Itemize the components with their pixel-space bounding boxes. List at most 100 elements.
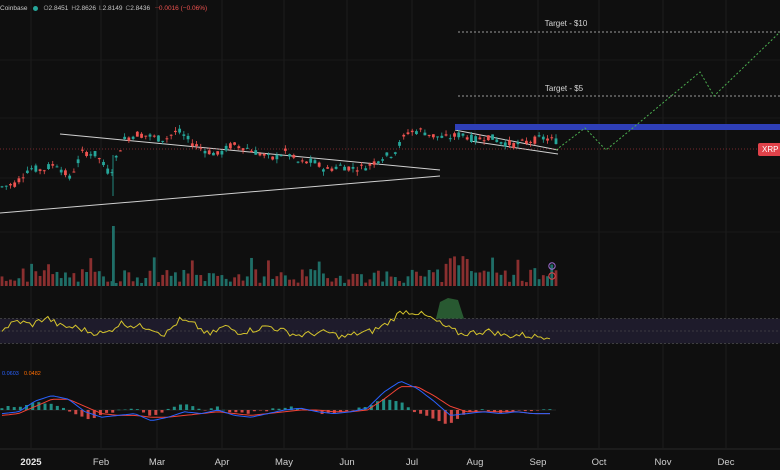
- open-value: 2.8451: [48, 4, 69, 12]
- volume-bar: [499, 274, 503, 286]
- macd-histogram-bar: [129, 408, 133, 410]
- candle-body: [245, 147, 249, 149]
- macd-histogram-bar: [166, 408, 170, 410]
- volume-bar: [89, 258, 93, 286]
- macd-histogram-bar: [339, 410, 343, 412]
- volume-bar: [97, 271, 101, 286]
- macd-histogram-bar: [252, 410, 256, 412]
- macd-histogram-bar: [419, 410, 423, 414]
- candle-body: [482, 140, 486, 142]
- volume-bar: [169, 275, 173, 286]
- candle-body: [389, 156, 393, 158]
- candle-body: [275, 154, 279, 160]
- candle-body: [51, 164, 55, 166]
- candle-body: [385, 152, 389, 156]
- candle-body: [42, 170, 46, 172]
- volume-bar: [262, 276, 266, 286]
- candle-body: [423, 132, 427, 136]
- volume-bar: [546, 276, 549, 286]
- candle-body: [351, 166, 355, 169]
- volume-bar: [144, 278, 148, 286]
- candle-body: [190, 143, 194, 147]
- candle-body: [431, 134, 435, 138]
- candle-body: [186, 135, 190, 140]
- volume-bar: [25, 281, 29, 286]
- macd-histogram-bar: [68, 410, 72, 412]
- time-axis-tick-label: Sep: [530, 457, 547, 468]
- macd-histogram-bar: [215, 406, 219, 410]
- macd-histogram-bar: [80, 410, 84, 417]
- volume-bar: [237, 274, 241, 286]
- candle-body: [457, 132, 461, 138]
- volume-bar: [47, 264, 50, 286]
- macd-histogram-bar: [197, 408, 201, 410]
- volume-bar: [267, 260, 270, 286]
- macd-histogram-bar: [357, 407, 361, 410]
- candle-body: [461, 133, 465, 136]
- candle-body: [178, 128, 182, 133]
- macd-histogram-bar: [345, 410, 349, 412]
- macd-histogram-bar: [511, 410, 515, 412]
- macd-histogram-bar: [443, 410, 447, 424]
- volume-bar: [173, 272, 177, 286]
- candle-body: [376, 161, 380, 164]
- candle-body: [241, 148, 245, 151]
- candle-body: [334, 166, 338, 169]
- candle-body: [393, 152, 397, 154]
- candle-body: [216, 151, 220, 155]
- volume-bar: [300, 269, 304, 286]
- target-10-label: Target - $10: [545, 19, 588, 28]
- candle-body: [529, 141, 533, 143]
- candle-body: [516, 142, 520, 145]
- volume-bar: [419, 275, 423, 286]
- candle-body: [97, 158, 101, 160]
- macd-histogram-bar: [49, 403, 53, 410]
- candle-body: [427, 134, 431, 136]
- candle-body: [288, 154, 291, 157]
- candle-body: [80, 149, 84, 151]
- candle-body: [25, 170, 29, 174]
- macd-histogram-bar: [536, 410, 540, 411]
- macd-histogram-bar: [265, 410, 269, 412]
- volume-bar: [275, 276, 279, 286]
- candle-body: [34, 165, 38, 172]
- volume-bar: [474, 272, 478, 286]
- volume-bar: [512, 274, 516, 286]
- candle-body: [110, 172, 114, 174]
- macd-histogram-bar: [0, 408, 4, 410]
- candle-body: [355, 170, 359, 172]
- macd-histogram-bar: [61, 407, 65, 410]
- candle-body: [338, 164, 342, 166]
- close-value: 2.8436: [130, 4, 151, 12]
- market-status-dot-icon: [33, 5, 39, 11]
- macd-panel: 0.0603 0.0482: [0, 371, 556, 424]
- candle-body: [157, 135, 160, 142]
- volume-bar: [279, 272, 283, 286]
- macd-histogram-bar: [486, 410, 490, 412]
- candle-body: [398, 141, 401, 146]
- candle-body: [415, 131, 418, 135]
- macd-histogram-bar: [185, 404, 189, 410]
- macd-histogram-bar: [191, 406, 195, 410]
- candle-body: [537, 135, 541, 137]
- candle-body: [478, 137, 482, 140]
- price-panel[interactable]: Target - $10 Target - $5: [0, 19, 780, 214]
- macd-histogram-bar: [351, 410, 355, 411]
- volume-bar: [254, 269, 258, 286]
- candle-body: [364, 168, 368, 171]
- candle-body: [465, 137, 469, 140]
- macd-histogram-bar: [25, 405, 29, 410]
- volume-bar: [296, 282, 300, 286]
- candle-body: [59, 169, 63, 173]
- volume-bar: [55, 271, 59, 286]
- volume-bar: [178, 281, 182, 286]
- candle-body: [173, 130, 177, 133]
- candle-body: [123, 136, 127, 140]
- macd-histogram-bar: [6, 406, 10, 410]
- macd-histogram-bar: [462, 410, 466, 415]
- macd-histogram-bar: [474, 410, 478, 412]
- volume-bar: [271, 278, 275, 286]
- volume-bar: [436, 269, 439, 286]
- candle-body: [72, 171, 76, 173]
